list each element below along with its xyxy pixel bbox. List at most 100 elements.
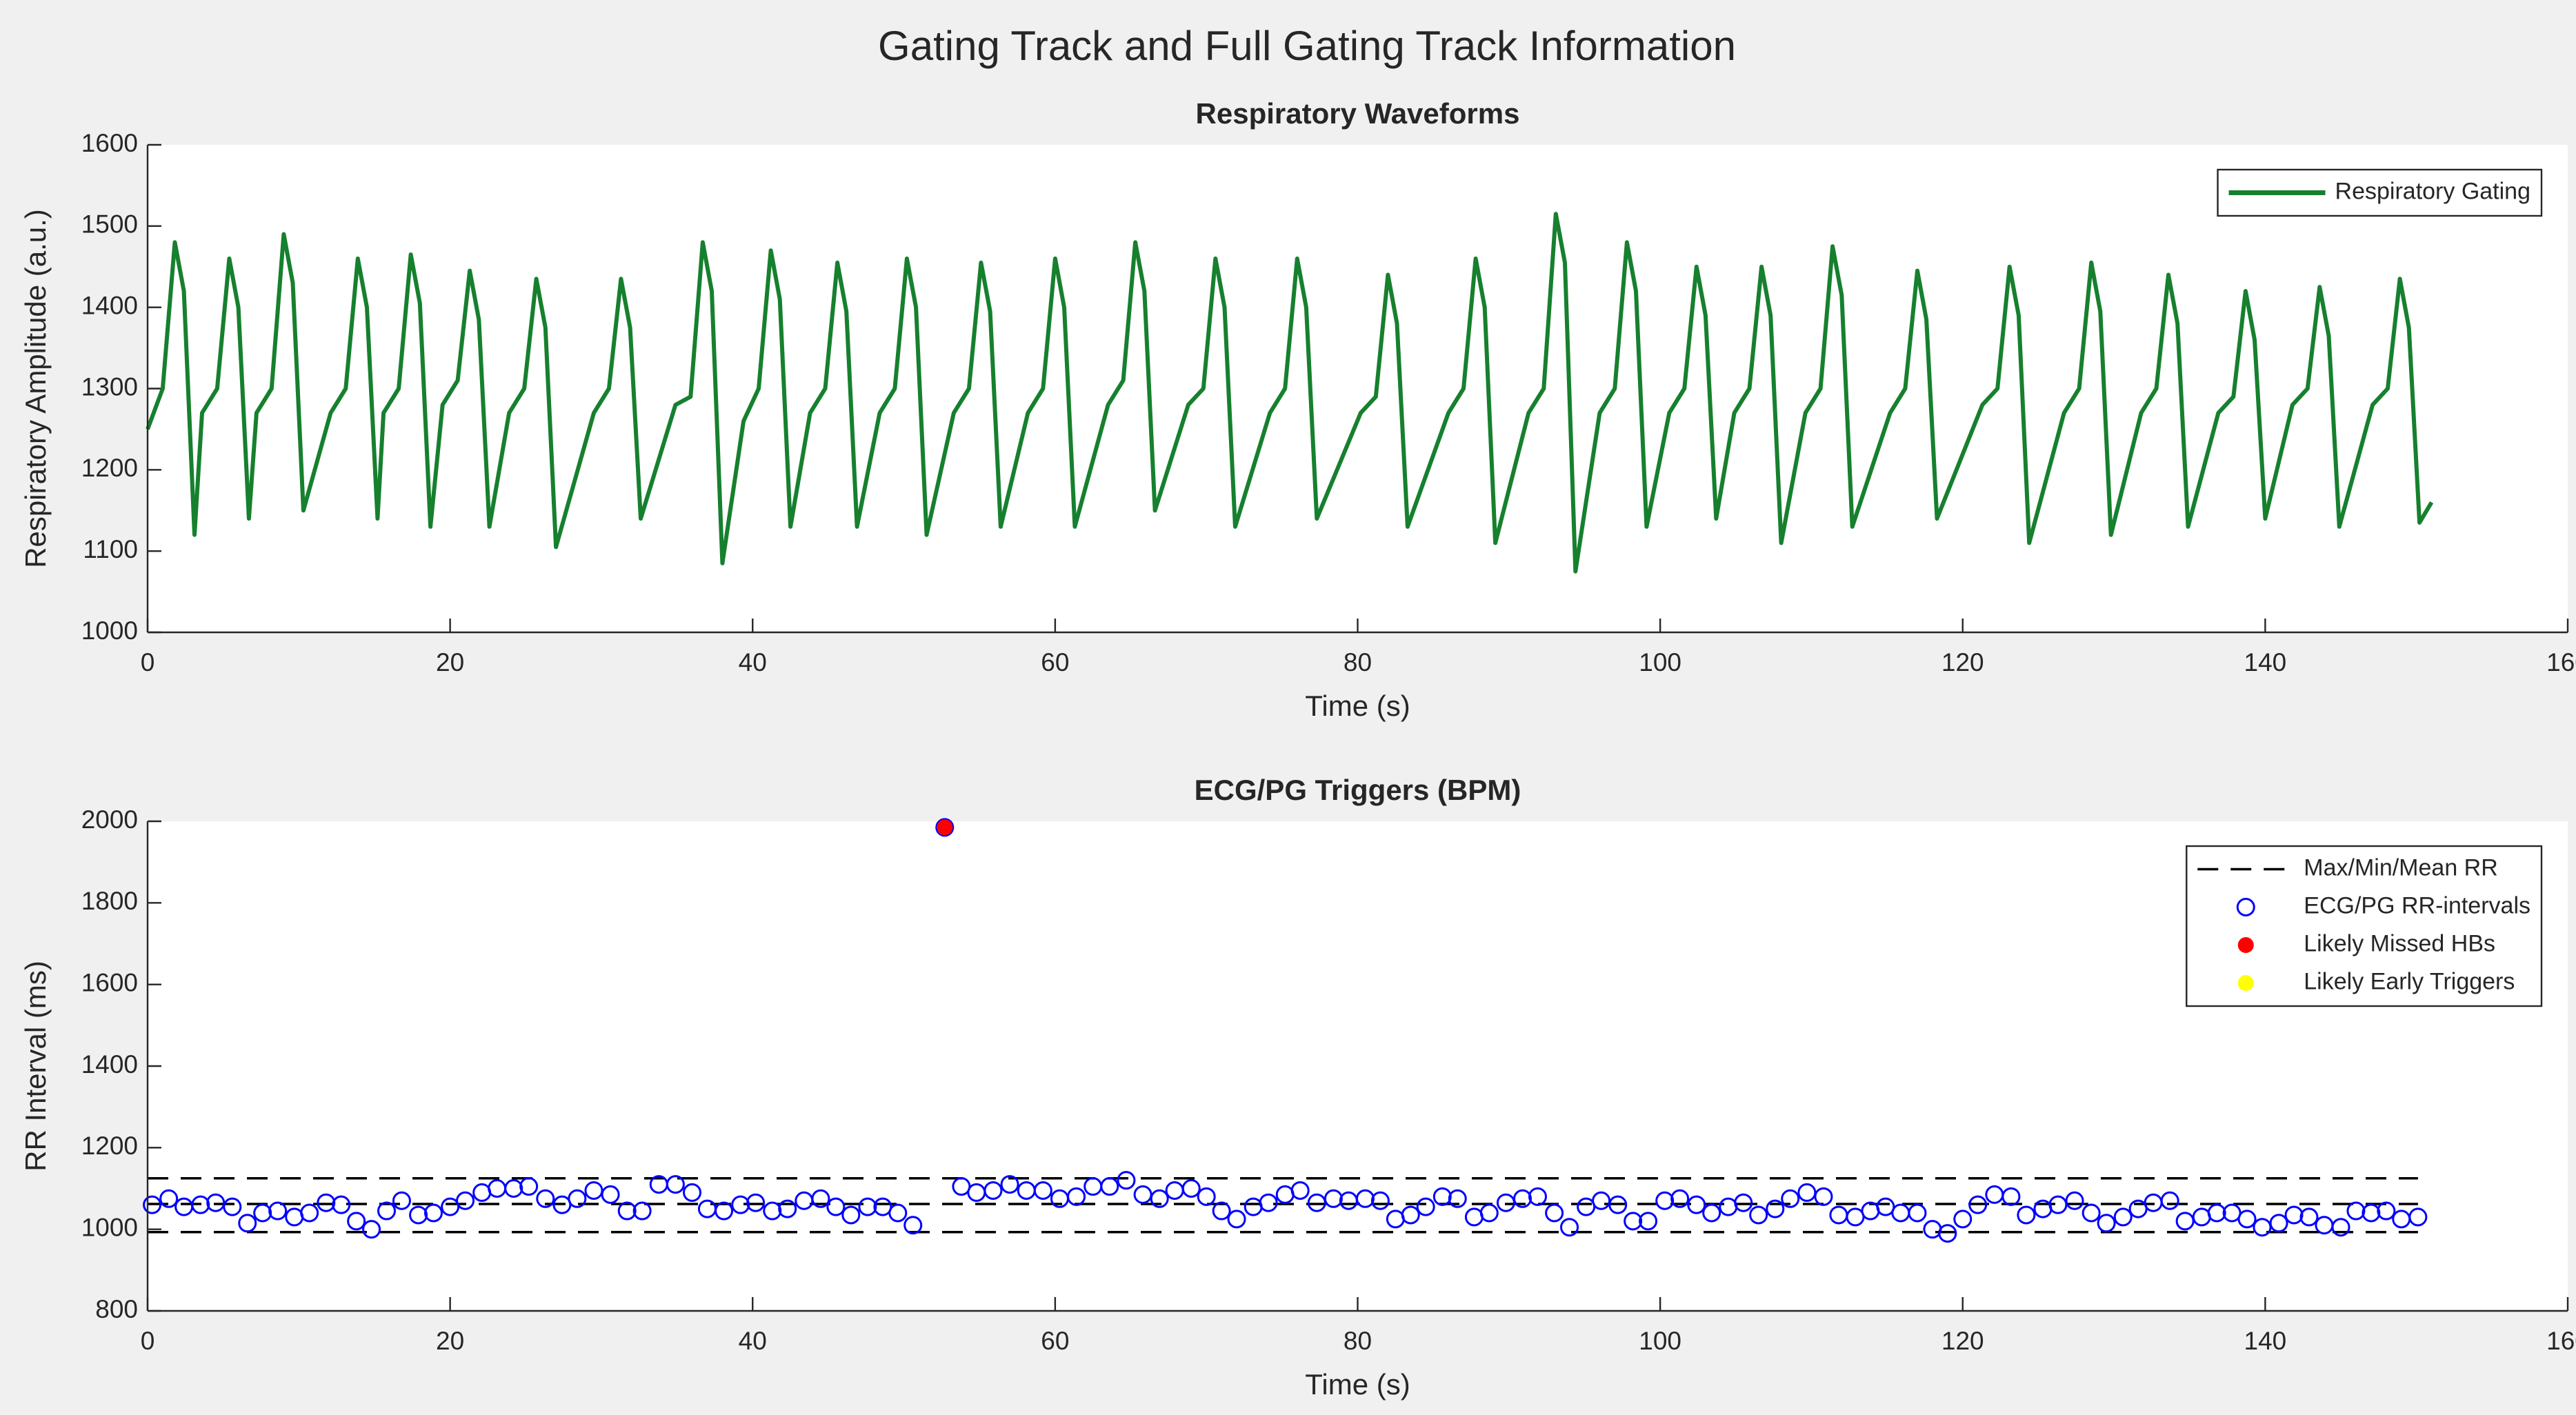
x-tick-label: 160 — [2546, 1327, 2576, 1355]
rr-interval-point — [1000, 1175, 1019, 1194]
legend: Max/Min/Mean RR ECG/PG RR-intervals Likely… — [2186, 845, 2543, 1007]
flagged-point — [937, 819, 953, 836]
rr-interval-point — [1528, 1187, 1547, 1206]
rr-interval-point — [2207, 1203, 2226, 1223]
rr-interval-point — [2001, 1187, 2021, 1206]
rr-interval-point — [1416, 1197, 1435, 1216]
legend-label: Likely Early Triggers — [2304, 968, 2515, 994]
rr-interval-point — [731, 1195, 750, 1214]
y-tick-label: 1000 — [81, 616, 138, 645]
rr-interval-point — [1324, 1189, 1343, 1208]
y-tick-label: 1100 — [83, 535, 138, 563]
y-tick-label: 1500 — [81, 210, 138, 239]
rr-interval-point — [1181, 1179, 1201, 1198]
rr-interval-point — [1212, 1201, 1231, 1221]
rr-interval-point — [504, 1179, 523, 1198]
x-tick-label: 80 — [1344, 1327, 1372, 1355]
rr-interval-point — [2160, 1191, 2179, 1210]
rr-interval-point — [1639, 1212, 1658, 1231]
rr-interval-point — [317, 1193, 336, 1212]
y-tick-label: 1000 — [81, 1213, 138, 1241]
legend-label: Respiratory Gating — [2335, 178, 2530, 204]
rr-interval-point — [778, 1199, 797, 1218]
rr-interval-point — [1197, 1187, 1216, 1206]
x-tick-label: 140 — [2244, 648, 2287, 676]
rr-interval-point — [1117, 1171, 1136, 1190]
x-tick-label: 60 — [1041, 648, 1069, 676]
rr-interval-point — [841, 1205, 861, 1225]
x-tick-label: 0 — [141, 1327, 155, 1355]
x-tick-label: 120 — [1941, 648, 1984, 676]
rr-interval-point — [1766, 1199, 1785, 1218]
rr-interval-point — [409, 1205, 428, 1225]
rr-interval-point — [1355, 1189, 1375, 1208]
rr-interval-point — [2113, 1207, 2133, 1227]
rr-interval-point — [1401, 1205, 1420, 1225]
rr-interval-point — [2237, 1210, 2257, 1229]
x-tick-label: 160 — [2546, 648, 2576, 676]
y-axis-label: RR Interval (ms) — [19, 961, 52, 1172]
x-tick-label: 80 — [1344, 648, 1372, 676]
subplot-title: ECG/PG Triggers (BPM) — [1195, 774, 1521, 806]
x-tick-label: 20 — [436, 1327, 464, 1355]
rr-interval-point — [763, 1201, 782, 1221]
legend-swatch — [2237, 937, 2254, 953]
x-tick-label: 140 — [2244, 1327, 2287, 1355]
rr-interval-point — [1608, 1195, 1628, 1214]
y-tick-label: 1600 — [81, 968, 138, 996]
y-tick-label: 1200 — [81, 454, 138, 482]
rr-interval-point — [746, 1193, 766, 1212]
y-tick-label: 1400 — [81, 291, 138, 319]
rr-interval-point — [826, 1197, 846, 1216]
rr-interval-point — [903, 1216, 923, 1235]
rr-interval-point — [2065, 1191, 2084, 1210]
x-tick-label: 40 — [739, 1327, 767, 1355]
rr-interval-point — [888, 1203, 908, 1223]
rr-interval-point — [1370, 1191, 1390, 1210]
rr-interval-point — [2299, 1207, 2319, 1227]
rr-interval-point — [362, 1220, 381, 1239]
rr-interval-point — [1749, 1205, 1768, 1225]
rr-interval-point — [1290, 1181, 1310, 1200]
rr-interval-point — [601, 1185, 620, 1204]
rr-interval-point — [1781, 1189, 1800, 1208]
rr-interval-point — [238, 1214, 257, 1233]
rr-interval-point — [536, 1189, 555, 1208]
rr-interval-point — [2408, 1207, 2428, 1227]
rr-interval-point — [1953, 1210, 1973, 1229]
rr-interval-point — [858, 1197, 877, 1216]
legend-swatch — [2236, 898, 2255, 916]
x-tick-label: 100 — [1639, 648, 1681, 676]
rr-interval-point — [1227, 1210, 1246, 1229]
plot-area — [148, 145, 2568, 632]
rr-interval-point — [2362, 1203, 2381, 1223]
rr-interval-point — [2017, 1205, 2036, 1225]
rr-interval-point — [1259, 1193, 1278, 1212]
rr-interval-point — [1655, 1191, 1675, 1210]
x-tick-label: 100 — [1639, 1327, 1681, 1355]
rr-interval-point — [1687, 1195, 1706, 1214]
rr-interval-point — [392, 1191, 411, 1210]
rr-interval-point — [191, 1195, 210, 1214]
rr-interval-point — [347, 1212, 366, 1231]
rr-interval-point — [617, 1201, 637, 1221]
rr-interval-point — [1624, 1212, 1643, 1231]
rr-interval-point — [811, 1189, 830, 1208]
rr-interval-point — [568, 1189, 587, 1208]
x-tick-label: 60 — [1041, 1327, 1069, 1355]
y-tick-label: 2000 — [81, 805, 138, 834]
respiratory-line — [146, 212, 2434, 574]
rr-interval-point — [1908, 1203, 1927, 1223]
y-axis-label: Respiratory Amplitude (a.u.) — [19, 209, 52, 568]
figure-title: Gating Track and Full Gating Track Infor… — [878, 23, 1736, 69]
rr-interval-point — [2284, 1205, 2304, 1225]
rr-interval-point — [1545, 1203, 1564, 1223]
rr-interval-point — [1968, 1195, 1988, 1214]
rr-interval-point — [1448, 1189, 1467, 1208]
rr-interval-point — [1938, 1224, 1957, 1243]
rr-interval-point — [715, 1201, 734, 1221]
plot-area — [148, 821, 2568, 1311]
y-tick-label: 1200 — [81, 1132, 138, 1160]
